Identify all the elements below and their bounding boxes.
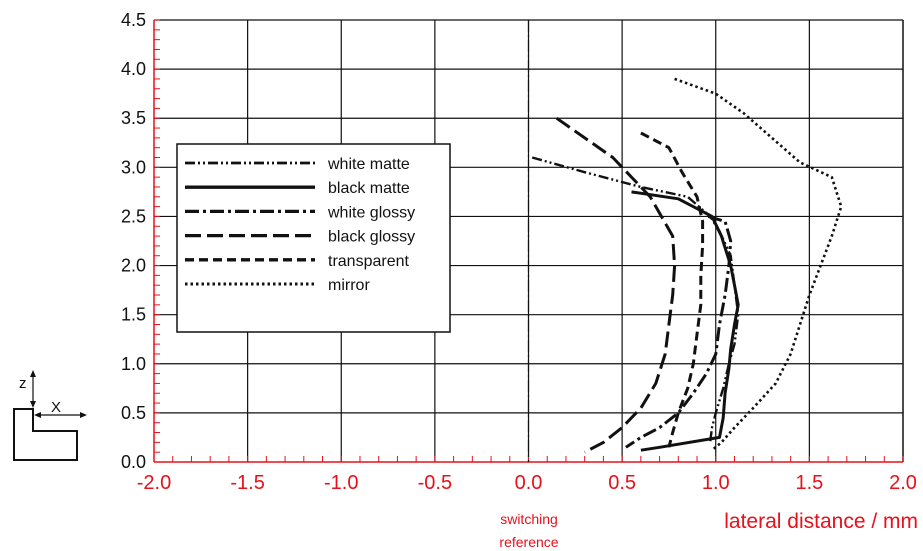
legend: white matte black matte white glossy black … [176,143,451,333]
minor-ticks [153,19,904,463]
legend-label: black glossy [328,229,415,246]
y-tick-labels: 0.0 0.5 1.0 1.5 2.0 2.5 3.0 3.5 4.0 4.5 [121,10,146,472]
y-tick-label: 0.5 [121,403,146,423]
z-arrowhead-up-icon [30,370,36,377]
x-arrowhead-left-icon [34,412,41,418]
switching-note-line2: reference [499,534,558,550]
legend-label: transparent [328,253,409,270]
x-tick-label: 0.5 [608,472,636,494]
x-tick-label: 1.5 [795,472,823,494]
y-tick-label: 1.5 [121,305,146,325]
y-tick-label: 1.0 [121,354,146,374]
x-axis-label: lateral distance / mm [724,510,918,533]
series-line-white-glossy [625,214,733,449]
y-tick-label: 2.0 [121,256,146,276]
y-tick-label: 4.5 [121,10,146,30]
legend-label: black matte [328,180,410,197]
series-line-black-matte [631,190,740,452]
legend-label: white matte [327,156,410,173]
y-tick-label: 4.0 [121,59,146,79]
x-tick-label: -0.5 [418,472,452,494]
x-tick-label: -2.0 [137,472,171,494]
legend-box [176,143,451,333]
z-axis-icon-label: z [19,375,27,392]
x-tick-label: 1.0 [702,472,730,494]
coordinate-system-icon: z X [13,370,87,461]
curves [531,77,843,454]
y-tick-label: 3.0 [121,157,146,177]
x-tick-label: 0.0 [515,472,543,494]
series-line-white-matte [531,156,740,443]
legend-label: mirror [328,277,370,294]
legend-label: white glossy [327,204,415,221]
x-arrowhead-right-icon [80,412,87,418]
series-line-black-glossy [555,116,677,454]
x-axis-icon-label: X [51,399,61,416]
workpiece-outline-icon [13,408,78,461]
x-tick-label: -1.5 [230,472,264,494]
y-tick-label: 0.0 [121,452,146,472]
series-line-transparent [640,131,705,448]
x-tick-label: -1.0 [324,472,358,494]
y-tick-label: 2.5 [121,206,146,226]
switching-note-line1: switching [500,511,558,527]
x-tick-labels: -2.0 -1.5 -1.0 -0.5 0.0 0.5 1.0 1.5 2.0 [137,472,917,494]
z-arrowhead-down-icon [30,401,36,408]
series-line-mirror [674,77,843,452]
x-tick-label: 2.0 [889,472,917,494]
y-tick-label: 3.5 [121,108,146,128]
